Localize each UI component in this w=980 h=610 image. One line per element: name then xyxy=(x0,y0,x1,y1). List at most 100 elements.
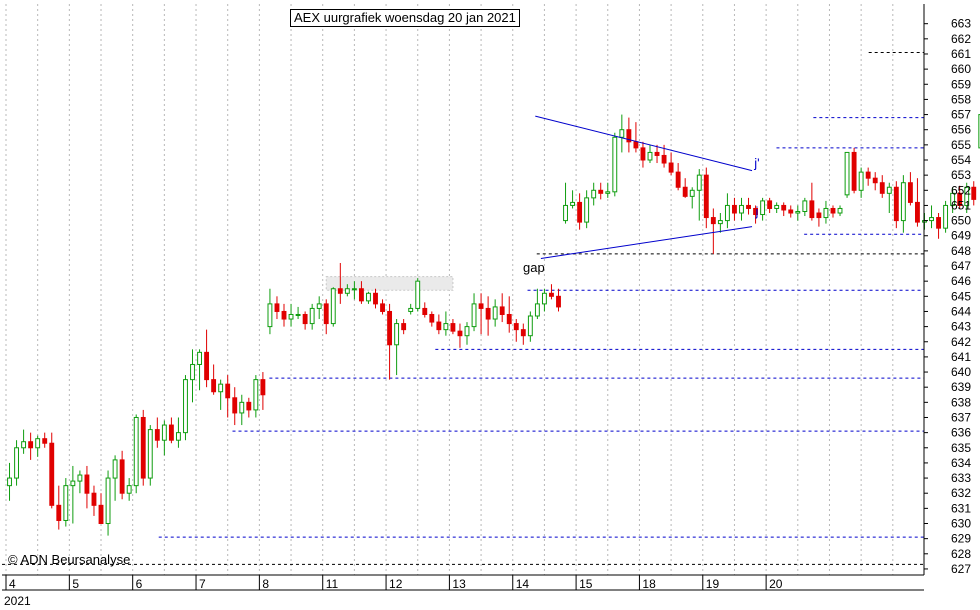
candle-body xyxy=(415,280,421,309)
candle-body xyxy=(661,154,667,164)
candle-body xyxy=(809,200,815,219)
y-tick-label: 663 xyxy=(951,17,971,31)
candle-body xyxy=(640,147,646,161)
candle-body xyxy=(893,186,899,222)
candle xyxy=(816,208,822,227)
candle xyxy=(443,311,449,336)
candle-body xyxy=(7,477,12,487)
x-tick-label: 12 xyxy=(389,577,403,591)
candle-body xyxy=(506,313,512,325)
candle xyxy=(795,205,801,221)
candle-body xyxy=(337,288,343,294)
candle-body xyxy=(795,210,801,214)
candle xyxy=(42,432,48,448)
candle-body xyxy=(373,292,378,305)
candle xyxy=(337,262,343,304)
candle-body xyxy=(781,204,787,211)
candle xyxy=(126,478,132,501)
chart-title: AEX uurgrafiek woensdag 20 jan 2021 xyxy=(290,9,520,27)
candle xyxy=(929,205,934,229)
x-tick-label: 5 xyxy=(72,577,79,591)
candle-body xyxy=(246,401,252,411)
candle-body xyxy=(541,292,547,305)
candle-body xyxy=(105,477,111,525)
candle-body xyxy=(598,189,604,194)
candle xyxy=(520,323,526,345)
candle-body xyxy=(478,303,484,309)
candle-body xyxy=(84,474,90,494)
candle xyxy=(387,303,393,380)
candle-body xyxy=(98,504,104,525)
candle xyxy=(450,319,456,335)
candle xyxy=(830,205,836,218)
candle-body xyxy=(471,303,477,328)
candle xyxy=(457,323,463,348)
candle-body xyxy=(802,200,808,212)
candle xyxy=(823,200,829,224)
candle-body xyxy=(865,171,871,179)
candle xyxy=(197,349,202,391)
candle xyxy=(837,205,843,217)
candle xyxy=(753,205,759,224)
candle-body xyxy=(760,200,766,216)
candle xyxy=(907,172,913,206)
candle-body xyxy=(288,313,294,320)
candle-body xyxy=(351,288,357,291)
candle-body xyxy=(886,186,892,194)
candle-body xyxy=(900,182,906,222)
candle-body xyxy=(154,429,160,441)
candle xyxy=(943,200,949,233)
candle-body xyxy=(971,186,977,200)
candle xyxy=(879,175,885,198)
y-tick-label: 658 xyxy=(951,92,971,106)
candle xyxy=(168,417,174,444)
candle-body xyxy=(49,442,55,506)
candle-body xyxy=(823,207,829,219)
candle xyxy=(626,117,632,153)
candle-body xyxy=(584,197,590,223)
candle-body xyxy=(513,323,519,331)
candle xyxy=(851,147,857,194)
x-tick-label: 4 xyxy=(9,577,16,591)
candle-body xyxy=(119,459,125,494)
y-tick-label: 629 xyxy=(951,532,971,546)
candle xyxy=(330,287,336,327)
candle-body xyxy=(239,401,245,414)
candle xyxy=(91,485,97,516)
candle-body xyxy=(281,310,287,320)
x-tick-label: 11 xyxy=(326,577,339,591)
candle xyxy=(556,288,561,312)
candle-body xyxy=(626,129,632,143)
candle-body xyxy=(408,307,414,312)
candle-body xyxy=(63,485,69,521)
candle xyxy=(577,193,583,230)
candle-body xyxy=(91,492,97,506)
y-tick-label: 656 xyxy=(951,123,971,137)
candle-body xyxy=(837,207,843,214)
x-tick-label: 18 xyxy=(642,577,656,591)
y-tick-label: 662 xyxy=(951,32,971,46)
y-tick-label: 644 xyxy=(951,304,971,318)
candle-body xyxy=(344,288,350,294)
y-tick-label: 642 xyxy=(951,335,971,349)
candle xyxy=(211,364,217,395)
candle-body xyxy=(56,504,62,521)
candle xyxy=(154,417,160,448)
candle xyxy=(971,181,977,206)
candle xyxy=(717,213,723,233)
candle-body xyxy=(42,438,48,444)
candle xyxy=(302,311,308,330)
candle xyxy=(534,288,540,320)
candle-body xyxy=(387,310,393,346)
candle xyxy=(612,132,618,197)
candle-body xyxy=(126,485,132,494)
candle-body xyxy=(380,303,385,312)
candle xyxy=(710,208,716,254)
y-tick-label: 641 xyxy=(951,350,971,364)
candle xyxy=(724,193,730,229)
candle xyxy=(274,296,280,320)
candle-body xyxy=(112,459,118,479)
candle-body xyxy=(717,220,723,225)
candle-body xyxy=(183,379,188,434)
candle xyxy=(633,122,639,153)
